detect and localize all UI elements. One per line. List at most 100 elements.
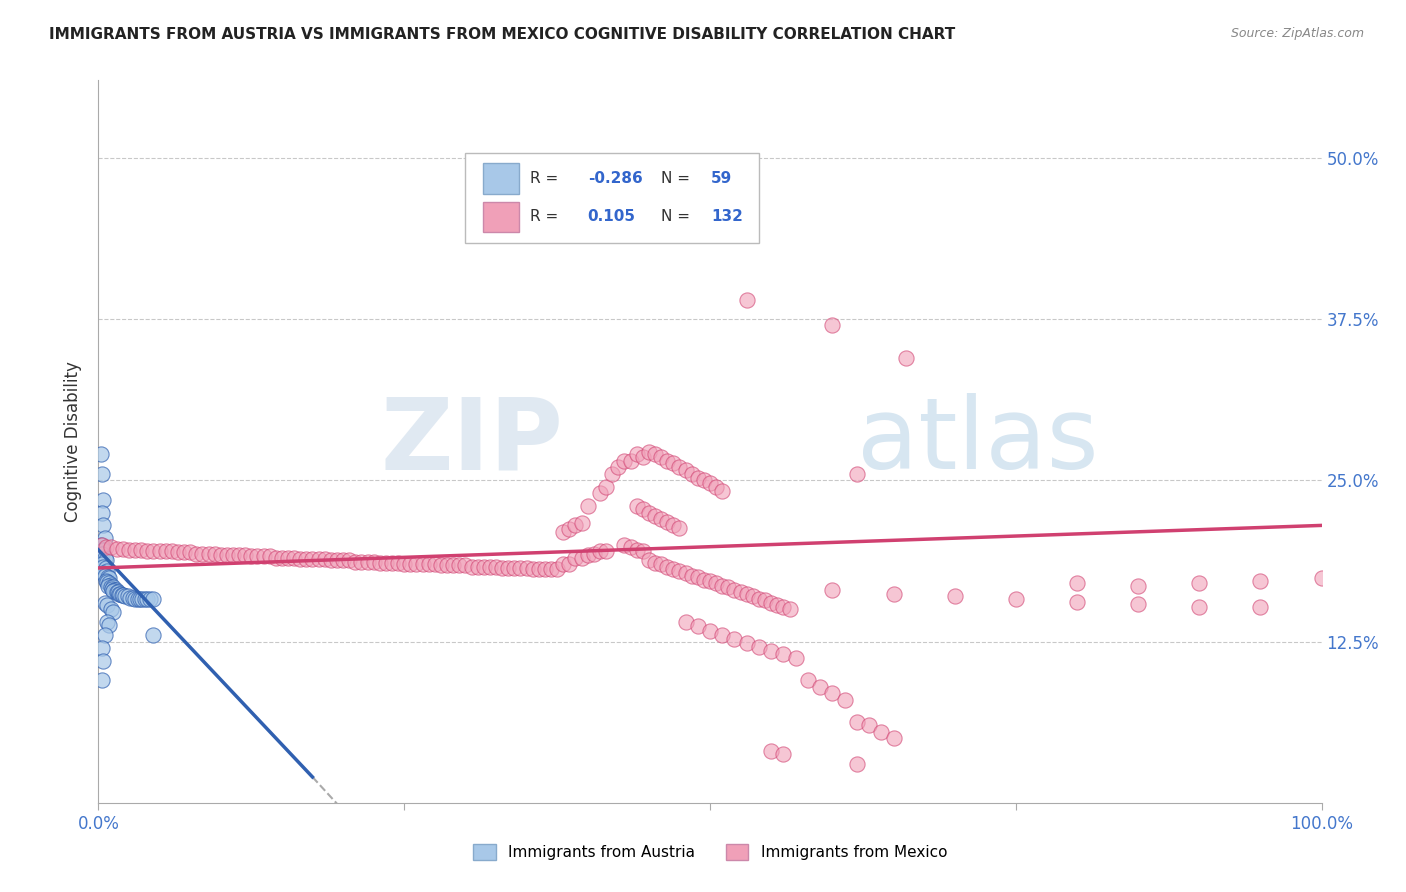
Point <box>127 591 149 606</box>
Point <box>1310 571 1333 585</box>
Point <box>100 578 122 592</box>
Point <box>613 454 636 468</box>
Point <box>662 518 685 533</box>
Point <box>314 552 336 566</box>
Point <box>449 558 471 573</box>
Point <box>108 587 131 601</box>
Point <box>576 499 599 513</box>
Point <box>295 552 318 566</box>
Point <box>405 557 427 571</box>
Point <box>558 557 581 571</box>
Point <box>681 568 703 582</box>
Point <box>600 467 623 481</box>
Point <box>735 636 758 650</box>
Point <box>600 202 623 217</box>
Point <box>711 628 734 642</box>
Point <box>1066 594 1088 608</box>
Point <box>381 556 404 570</box>
Text: R =: R = <box>530 210 558 224</box>
Point <box>686 570 709 584</box>
Point <box>711 483 734 498</box>
Legend: Immigrants from Austria, Immigrants from Mexico: Immigrants from Austria, Immigrants from… <box>472 844 948 860</box>
Point <box>111 588 134 602</box>
Point <box>650 512 672 526</box>
Point <box>619 541 641 555</box>
Point <box>1128 597 1150 611</box>
Point <box>418 557 440 571</box>
Text: R =: R = <box>530 171 558 186</box>
Point <box>626 499 648 513</box>
Text: ZIP: ZIP <box>381 393 564 490</box>
Point <box>553 557 575 571</box>
Point <box>290 552 312 566</box>
Point <box>1249 599 1271 614</box>
Point <box>821 318 844 333</box>
Point <box>90 447 112 461</box>
Point <box>496 561 519 575</box>
Point <box>681 467 703 481</box>
Point <box>228 548 250 562</box>
Point <box>91 654 114 668</box>
Point <box>240 549 263 564</box>
Point <box>246 549 269 564</box>
Text: N =: N = <box>661 171 690 186</box>
Point <box>105 541 128 556</box>
Point <box>350 555 373 569</box>
Point <box>785 651 807 665</box>
Text: 59: 59 <box>711 171 733 186</box>
Point <box>100 580 122 594</box>
Point <box>619 454 641 468</box>
Point <box>142 591 165 606</box>
Point <box>527 562 550 576</box>
Point <box>283 550 305 565</box>
Point <box>595 544 617 558</box>
Point <box>301 552 323 566</box>
Point <box>657 559 679 574</box>
Point <box>723 632 745 646</box>
Point <box>1128 579 1150 593</box>
Point <box>374 556 396 570</box>
Point <box>858 718 880 732</box>
Point <box>723 582 745 597</box>
Point <box>120 591 142 605</box>
Point <box>730 585 752 599</box>
Point <box>129 591 152 606</box>
Point <box>91 566 114 581</box>
Point <box>101 580 124 594</box>
Point <box>98 617 121 632</box>
Point <box>650 557 672 571</box>
Point <box>571 550 593 565</box>
Point <box>668 521 690 535</box>
Point <box>91 547 114 561</box>
Point <box>631 544 654 558</box>
Point <box>118 542 141 557</box>
Point <box>110 587 132 601</box>
Point <box>540 562 562 576</box>
Point <box>107 585 129 599</box>
Y-axis label: Cognitive Disability: Cognitive Disability <box>65 361 83 522</box>
Point <box>111 541 134 556</box>
Point <box>136 591 159 606</box>
Point <box>553 524 575 539</box>
Point <box>96 599 118 613</box>
Point <box>704 480 727 494</box>
Point <box>637 553 661 567</box>
Point <box>326 553 349 567</box>
Point <box>94 541 117 555</box>
Point <box>308 552 330 566</box>
Point <box>270 550 294 565</box>
Point <box>93 531 115 545</box>
Point <box>834 692 856 706</box>
Point <box>650 450 672 464</box>
Point <box>430 558 453 573</box>
Point <box>522 562 544 576</box>
Point <box>142 628 165 642</box>
Point <box>686 471 709 485</box>
Point <box>399 557 422 571</box>
Point <box>589 544 612 558</box>
Point <box>454 558 477 573</box>
Point <box>1249 574 1271 588</box>
Point <box>91 640 114 655</box>
Point <box>675 463 697 477</box>
Point <box>173 545 195 559</box>
